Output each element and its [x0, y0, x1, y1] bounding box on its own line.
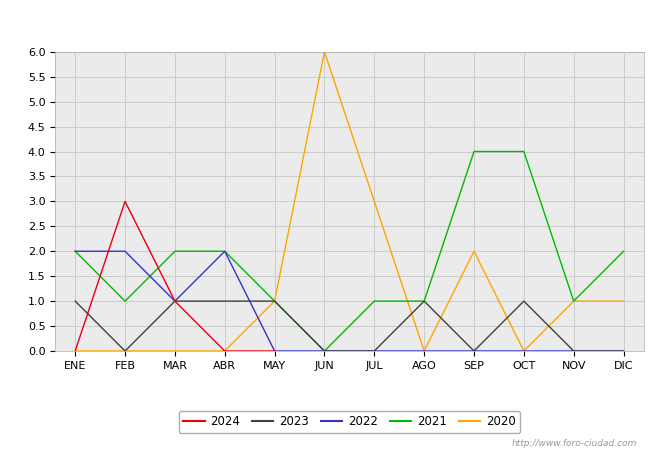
- Legend: 2024, 2023, 2022, 2021, 2020: 2024, 2023, 2022, 2021, 2020: [179, 411, 520, 433]
- Text: http://www.foro-ciudad.com: http://www.foro-ciudad.com: [512, 439, 637, 448]
- Text: Matriculaciones de Vehiculos en Sotorribas: Matriculaciones de Vehiculos en Sotorrib…: [161, 16, 489, 31]
